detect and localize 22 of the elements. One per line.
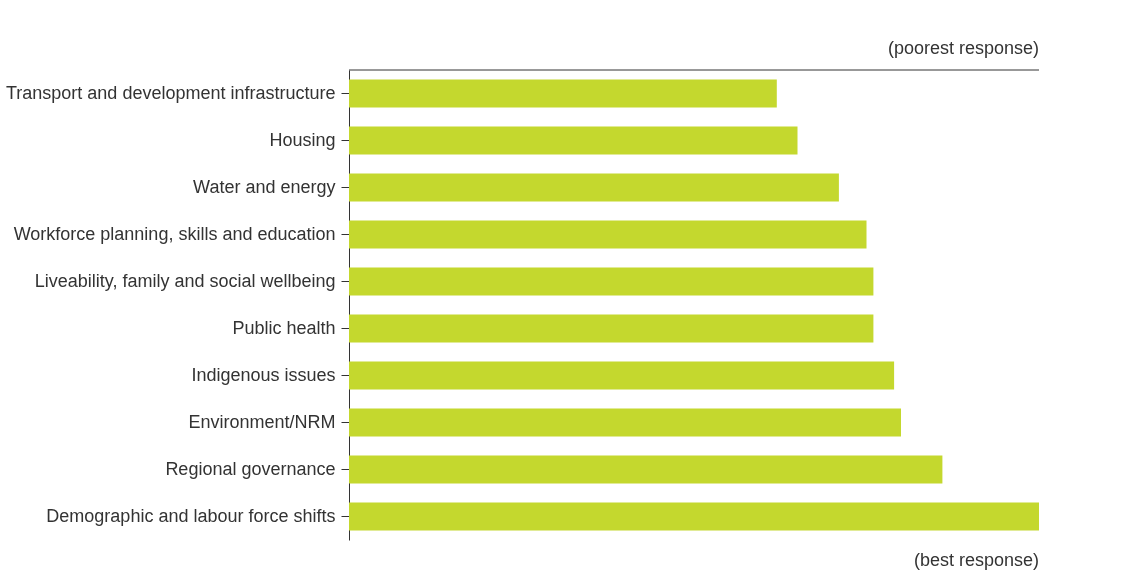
y-tick-label: Transport and development infrastructure — [5, 82, 336, 103]
bar — [349, 173, 839, 202]
bar — [349, 220, 867, 249]
y-tick-label: Public health — [232, 317, 336, 338]
bar — [349, 126, 798, 155]
bar — [349, 267, 874, 296]
y-tick-label: Environment/NRM — [188, 411, 336, 432]
text: (poorest response) — [887, 38, 1039, 58]
y-tick-label: Demographic and labour force shifts — [46, 505, 336, 526]
bar — [349, 502, 1039, 531]
bar — [349, 361, 895, 390]
y-tick-label: Workforce planning, skills and education — [13, 223, 336, 244]
y-tick-label: Indigenous issues — [191, 364, 336, 385]
y-tick-label: Housing — [269, 129, 336, 150]
bar — [349, 408, 901, 437]
y-tick-label: Water and energy — [193, 176, 336, 197]
y-tick-label: Liveability, family and social wellbeing — [34, 270, 336, 291]
text: (best response) — [913, 550, 1039, 570]
y-tick-label: Regional governance — [165, 458, 336, 479]
bar — [349, 314, 874, 343]
bar — [349, 455, 943, 484]
bar — [349, 79, 777, 108]
